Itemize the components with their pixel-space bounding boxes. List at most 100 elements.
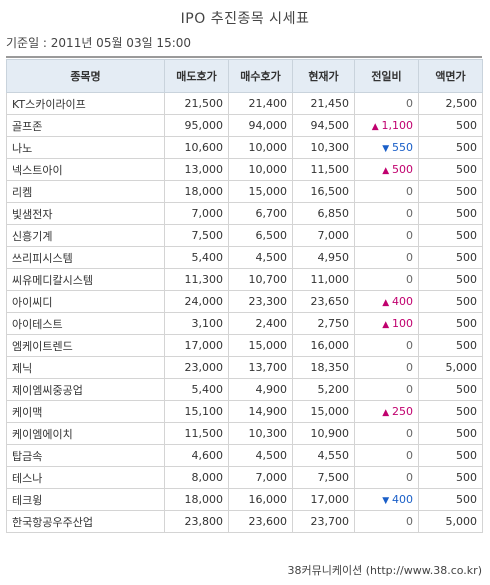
stock-name[interactable]: 케이맥 <box>6 400 165 423</box>
stock-name[interactable]: 한국항공우주산업 <box>6 510 165 533</box>
sell-price: 15,100 <box>164 400 229 423</box>
buy-price: 10,300 <box>228 422 293 445</box>
sell-price: 4,600 <box>164 444 229 467</box>
change-cell: 0 <box>354 268 419 291</box>
par-value: 500 <box>418 312 483 335</box>
current-price: 11,000 <box>292 268 355 291</box>
buy-price: 13,700 <box>228 356 293 379</box>
reference-date: 기준일 : 2011년 05월 03일 15:00 <box>6 36 192 50</box>
current-price: 2,750 <box>292 312 355 335</box>
table-row: 테크윙 18,000 16,000 17,000 ▼ 400 500 <box>6 488 483 511</box>
change-value: 0 <box>406 97 413 110</box>
stock-name[interactable]: 넥스트아이 <box>6 158 165 181</box>
stock-name[interactable]: 탑금속 <box>6 444 165 467</box>
up-triangle-icon: ▲ <box>382 166 392 176</box>
stock-name[interactable]: 제닉 <box>6 356 165 379</box>
change-value: 500 <box>392 163 413 176</box>
sell-price: 7,000 <box>164 202 229 225</box>
table-row: 한국항공우주산업 23,800 23,600 23,700 0 5,000 <box>6 510 483 533</box>
stock-name[interactable]: 골프존 <box>6 114 165 137</box>
table-row: 제닉 23,000 13,700 18,350 0 5,000 <box>6 356 483 379</box>
table-row: 엠케이트렌드 17,000 15,000 16,000 0 500 <box>6 334 483 357</box>
change-value: 0 <box>406 339 413 352</box>
change-cell: ▲ 100 <box>354 312 419 335</box>
stock-name[interactable]: 케이엠에이치 <box>6 422 165 445</box>
stock-name[interactable]: 엠케이트렌드 <box>6 334 165 357</box>
table-row: 넥스트아이 13,000 10,000 11,500 ▲ 500 500 <box>6 158 483 181</box>
current-price: 15,000 <box>292 400 355 423</box>
change-cell: ▲ 1,100 <box>354 114 419 137</box>
sell-price: 5,400 <box>164 246 229 269</box>
table-row: 빛샘전자 7,000 6,700 6,850 0 500 <box>6 202 483 225</box>
quote-table: 종목명 매도호가 매수호가 현재가 전일비 액면가 KT스카이라이프 21,500… <box>6 59 483 533</box>
current-price: 16,000 <box>292 334 355 357</box>
sell-price: 23,800 <box>164 510 229 533</box>
change-value: 0 <box>406 251 413 264</box>
change-value: 0 <box>406 207 413 220</box>
change-cell: 0 <box>354 246 419 269</box>
stock-name[interactable]: 씨유메디칼시스템 <box>6 268 165 291</box>
change-cell: ▲ 500 <box>354 158 419 181</box>
table-row: 테스나 8,000 7,000 7,500 0 500 <box>6 466 483 489</box>
change-value: 550 <box>392 141 413 154</box>
change-value: 0 <box>406 383 413 396</box>
change-cell: 0 <box>354 224 419 247</box>
sell-price: 10,600 <box>164 136 229 159</box>
buy-price: 6,500 <box>228 224 293 247</box>
table-row: 케이엠에이치 11,500 10,300 10,900 0 500 <box>6 422 483 445</box>
stock-name[interactable]: 아이씨디 <box>6 290 165 313</box>
header-name: 종목명 <box>6 59 165 93</box>
table-row: 제이엠씨중공업 5,400 4,900 5,200 0 500 <box>6 378 483 401</box>
current-price: 5,200 <box>292 378 355 401</box>
current-price: 7,000 <box>292 224 355 247</box>
par-value: 500 <box>418 114 483 137</box>
stock-name[interactable]: KT스카이라이프 <box>6 92 165 115</box>
change-value: 0 <box>406 361 413 374</box>
par-value: 5,000 <box>418 356 483 379</box>
buy-price: 21,400 <box>228 92 293 115</box>
down-triangle-icon: ▼ <box>382 144 392 154</box>
buy-price: 23,300 <box>228 290 293 313</box>
change-value: 0 <box>406 515 413 528</box>
buy-price: 4,500 <box>228 444 293 467</box>
sell-price: 18,000 <box>164 180 229 203</box>
buy-price: 10,000 <box>228 136 293 159</box>
stock-name[interactable]: 테크윙 <box>6 488 165 511</box>
buy-price: 10,000 <box>228 158 293 181</box>
par-value: 2,500 <box>418 92 483 115</box>
change-cell: ▲ 250 <box>354 400 419 423</box>
change-cell: 0 <box>354 202 419 225</box>
buy-price: 14,900 <box>228 400 293 423</box>
current-price: 6,850 <box>292 202 355 225</box>
stock-name[interactable]: 아이테스트 <box>6 312 165 335</box>
current-price: 23,700 <box>292 510 355 533</box>
up-triangle-icon: ▲ <box>371 122 382 132</box>
sell-price: 13,000 <box>164 158 229 181</box>
header-change: 전일비 <box>354 59 419 93</box>
change-cell: 0 <box>354 356 419 379</box>
up-triangle-icon: ▲ <box>382 320 392 330</box>
stock-name[interactable]: 신흥기계 <box>6 224 165 247</box>
stock-name[interactable]: 리켐 <box>6 180 165 203</box>
change-cell: 0 <box>354 422 419 445</box>
sell-price: 8,000 <box>164 466 229 489</box>
change-cell: 0 <box>354 92 419 115</box>
par-value: 500 <box>418 334 483 357</box>
stock-name[interactable]: 빛샘전자 <box>6 202 165 225</box>
change-cell: ▼ 400 <box>354 488 419 511</box>
par-value: 500 <box>418 422 483 445</box>
par-value: 500 <box>418 466 483 489</box>
stock-name[interactable]: 쓰리피시스템 <box>6 246 165 269</box>
sell-price: 18,000 <box>164 488 229 511</box>
par-value: 500 <box>418 202 483 225</box>
change-cell: ▲ 400 <box>354 290 419 313</box>
buy-price: 15,000 <box>228 180 293 203</box>
current-price: 10,300 <box>292 136 355 159</box>
stock-name[interactable]: 나노 <box>6 136 165 159</box>
sell-price: 95,000 <box>164 114 229 137</box>
stock-name[interactable]: 제이엠씨중공업 <box>6 378 165 401</box>
change-value: 400 <box>392 493 413 506</box>
stock-name[interactable]: 테스나 <box>6 466 165 489</box>
buy-price: 2,400 <box>228 312 293 335</box>
header-current-price: 현재가 <box>292 59 355 93</box>
